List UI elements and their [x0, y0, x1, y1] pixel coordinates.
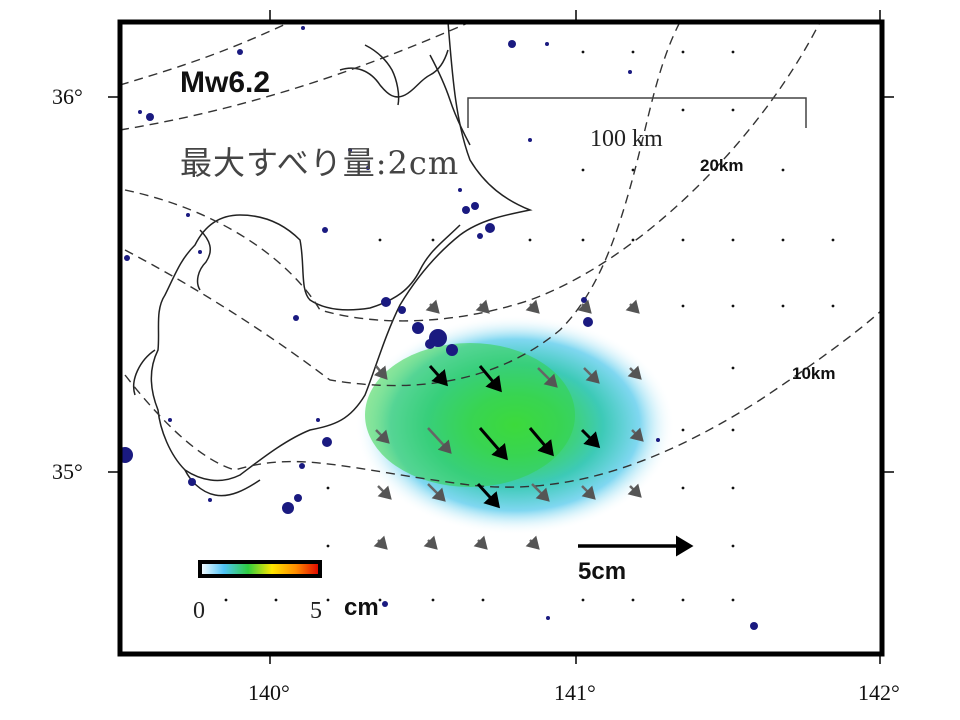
map-frame — [117, 19, 885, 657]
colorbar-unit-label: cm — [344, 594, 379, 621]
slip-distribution — [355, 315, 675, 535]
epicenters — [120, 26, 758, 630]
lat-label-35: 35° — [52, 459, 83, 484]
gray-vectors — [373, 299, 644, 550]
max-slip-label: 最大すべり量:2cm — [180, 144, 460, 182]
reference-vector-label: 5cm — [578, 558, 627, 585]
lon-label-140: 140° — [248, 680, 290, 705]
distance-scale-label: 100 km — [590, 126, 663, 152]
colorbar — [198, 560, 322, 578]
axis-ticks — [108, 10, 894, 664]
depth-contour-label-20km: 20km — [700, 156, 744, 175]
grid-points — [224, 50, 835, 602]
lon-label-141: 141° — [554, 680, 596, 705]
depth-contours — [120, 22, 882, 488]
distance-scale-bar — [467, 97, 807, 128]
lon-label-142: 142° — [858, 680, 900, 705]
coastline — [133, 22, 533, 497]
magnitude-title: Mw6.2 — [180, 66, 271, 99]
displacement-vectors — [373, 299, 694, 557]
depth-contour-label-10km: 10km — [792, 364, 836, 383]
black-vectors — [428, 365, 601, 509]
lat-label-36: 36° — [52, 84, 83, 109]
colorbar-min-label: 0 — [193, 598, 205, 624]
colorbar-max-label: 5 — [310, 598, 322, 624]
